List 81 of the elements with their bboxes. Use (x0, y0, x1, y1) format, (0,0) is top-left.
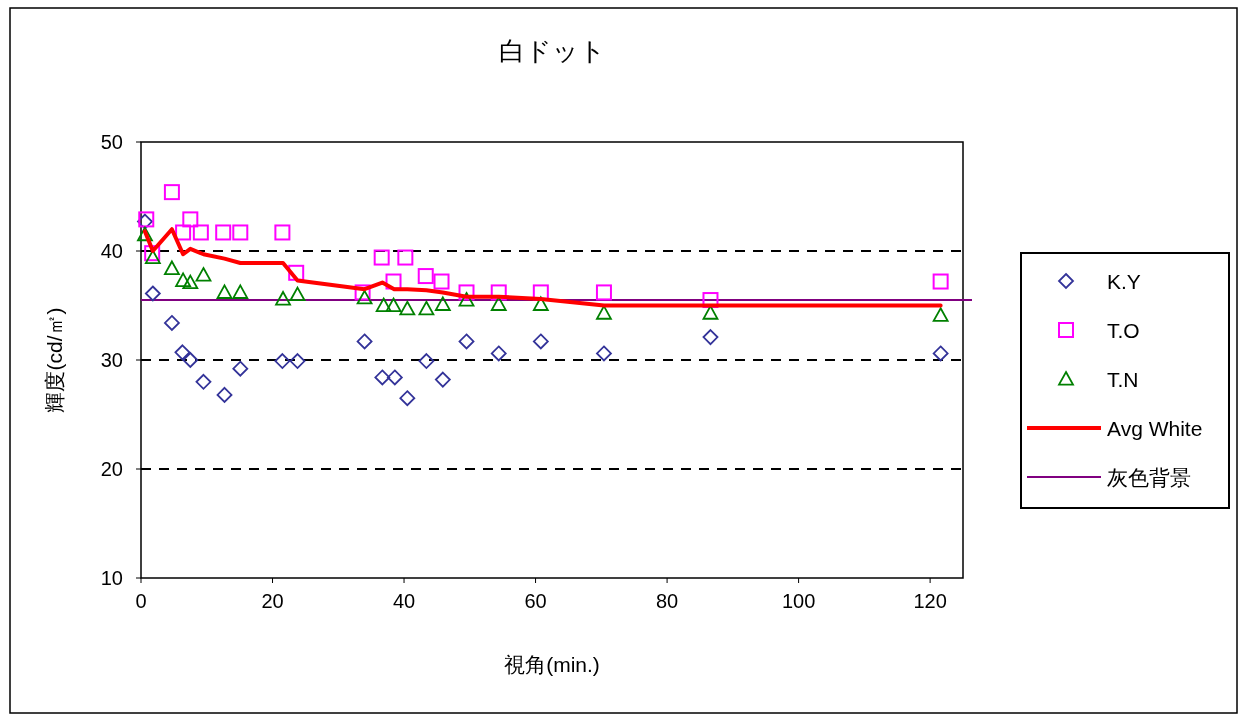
point (458, 284, 475, 301)
point (289, 286, 306, 302)
point (932, 273, 949, 290)
point (288, 264, 305, 281)
point (275, 291, 291, 306)
point (192, 224, 209, 241)
point (490, 284, 507, 301)
point (596, 305, 612, 320)
y-tick-label: 10 (100, 567, 123, 589)
point (374, 369, 391, 386)
legend-label: Avg White (1107, 417, 1203, 440)
legend-label: T.O (1107, 319, 1140, 342)
x-tick-label: 80 (655, 590, 679, 612)
legend-label: T.N (1107, 368, 1139, 391)
point (182, 274, 199, 290)
point (932, 345, 949, 362)
point (596, 345, 612, 362)
point (375, 297, 392, 312)
y-tick-label: 50 (100, 131, 123, 153)
point (163, 184, 180, 201)
point (418, 353, 435, 369)
x-axis-title: 視角(min.) (504, 653, 600, 676)
point (232, 360, 249, 377)
point (532, 296, 549, 311)
legend-label: 灰色背景 (1107, 466, 1191, 489)
point (399, 390, 416, 407)
point (458, 333, 475, 350)
point (216, 284, 233, 299)
point (144, 285, 161, 302)
point (702, 305, 719, 320)
x-tick-label: 0 (135, 590, 147, 612)
point (399, 300, 416, 316)
point (232, 284, 249, 299)
point (532, 333, 549, 350)
point (182, 211, 199, 228)
point (216, 386, 233, 403)
point (215, 224, 232, 241)
x-tick-label: 20 (261, 590, 284, 612)
point (174, 344, 191, 361)
point (195, 373, 212, 390)
point (289, 353, 306, 369)
point (164, 315, 180, 331)
point (418, 300, 435, 316)
x-tick-label: 100 (781, 590, 816, 612)
point (274, 224, 291, 241)
point (137, 226, 153, 242)
y-axis-title: 輝度(cd/㎡) (43, 307, 66, 413)
legend-label: K.Y (1107, 270, 1141, 293)
point (232, 224, 249, 241)
point (175, 272, 191, 287)
point (373, 249, 390, 266)
y-tick-label: 20 (100, 458, 123, 480)
point (433, 273, 450, 290)
point (385, 273, 402, 290)
point (386, 369, 403, 386)
x-tick-label: 40 (392, 590, 416, 612)
y-tick-label: 30 (100, 349, 123, 371)
x-tick-label: 120 (913, 590, 947, 612)
point (356, 333, 373, 350)
point (385, 297, 402, 312)
point (175, 224, 192, 241)
point (397, 249, 414, 266)
point (195, 267, 212, 282)
point (595, 284, 612, 301)
point (356, 289, 373, 305)
point (434, 371, 451, 388)
x-tick-label: 60 (524, 590, 547, 612)
point (932, 307, 949, 322)
point (144, 249, 161, 265)
point (702, 329, 719, 346)
chart-title: 白ドット (498, 36, 606, 66)
point (434, 296, 451, 311)
point (458, 292, 475, 307)
point (354, 284, 371, 301)
point (182, 352, 199, 368)
point (490, 345, 507, 362)
y-tick-label: 40 (100, 240, 123, 262)
point (274, 353, 291, 369)
point (490, 296, 507, 311)
point (417, 268, 434, 285)
point (164, 260, 180, 275)
